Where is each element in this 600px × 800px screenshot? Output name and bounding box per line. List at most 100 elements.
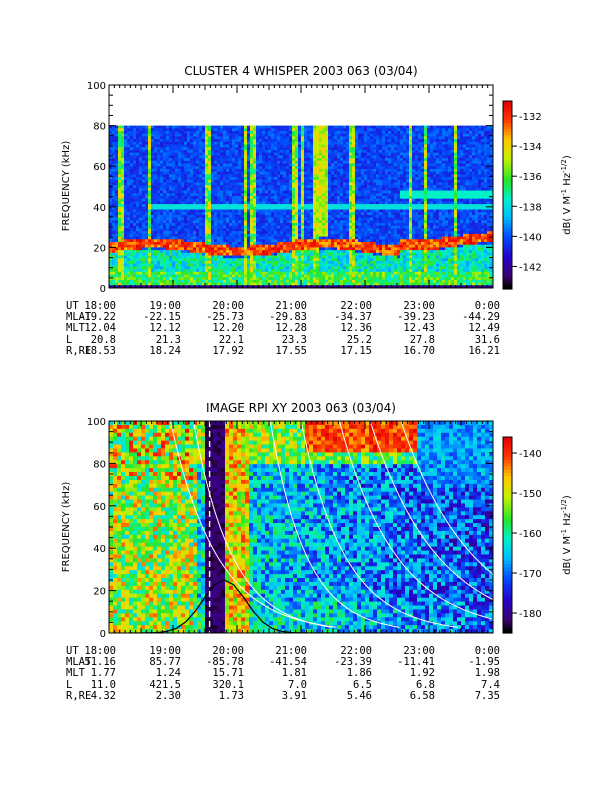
spectrogram-cell bbox=[358, 149, 362, 154]
spectrogram-cell bbox=[190, 133, 194, 137]
spectrogram-cell bbox=[193, 136, 197, 140]
spectrogram-cell bbox=[121, 250, 125, 254]
spectrogram-cell bbox=[274, 247, 278, 251]
spectrogram-cell bbox=[301, 190, 305, 194]
spectrogram-cell bbox=[208, 258, 212, 262]
spectrogram-cell bbox=[310, 217, 314, 221]
spectrogram-cell bbox=[304, 179, 308, 183]
spectrogram-cell bbox=[262, 277, 266, 281]
spectrogram-cell bbox=[223, 223, 227, 227]
spectrogram-cell bbox=[160, 125, 164, 129]
spectrogram-cell bbox=[127, 239, 131, 243]
spectrogram-cell bbox=[232, 250, 236, 254]
spectrogram-cell bbox=[193, 141, 197, 145]
spectrogram-cell bbox=[346, 179, 350, 183]
spectrogram-cell bbox=[334, 209, 338, 213]
spectrogram-cell bbox=[349, 214, 353, 219]
spectrogram-cell bbox=[322, 223, 326, 227]
spectrogram-cell bbox=[280, 279, 284, 283]
spectrogram-cell bbox=[184, 166, 188, 170]
spectrogram-cell bbox=[124, 274, 128, 278]
spectrogram-cell bbox=[229, 193, 233, 197]
spectrogram-cell bbox=[226, 233, 230, 237]
spectrogram-cell bbox=[310, 158, 314, 162]
spectrogram-cell bbox=[271, 282, 275, 286]
spectrogram-cell bbox=[121, 179, 125, 183]
spectrogram-cell bbox=[316, 220, 320, 224]
spectrogram-cell bbox=[139, 263, 143, 267]
spectrogram-cell bbox=[181, 269, 185, 273]
spectrogram-cell bbox=[259, 266, 263, 270]
spectrogram-cell bbox=[169, 260, 173, 265]
spectrogram-cell bbox=[268, 223, 272, 227]
spectrogram-cell bbox=[271, 250, 275, 254]
spectrogram-cell bbox=[238, 166, 242, 170]
spectrogram-cell bbox=[208, 195, 212, 200]
spectrogram-cell bbox=[130, 177, 134, 181]
spectrogram-cell bbox=[337, 185, 341, 189]
spectrogram-cell bbox=[220, 136, 224, 140]
spectrogram-cell bbox=[199, 231, 203, 235]
spectrogram-cell bbox=[145, 144, 149, 148]
spectrogram-cell bbox=[289, 255, 293, 259]
spectrogram-cell bbox=[115, 141, 119, 145]
spectrogram-cell bbox=[214, 163, 218, 167]
spectrogram-cell bbox=[118, 155, 122, 159]
spectrogram-cell bbox=[262, 271, 266, 275]
spectrogram-cell bbox=[214, 214, 218, 219]
spectrogram-cell bbox=[295, 217, 299, 221]
spectrogram-cell bbox=[286, 131, 290, 135]
spectrogram-cell bbox=[253, 133, 257, 137]
spectrogram-cell bbox=[286, 285, 290, 288]
spectrogram-cell bbox=[235, 139, 239, 143]
spectrogram-cell bbox=[337, 190, 341, 194]
spectrogram-cell bbox=[112, 195, 116, 200]
spectrogram-cell bbox=[310, 236, 314, 240]
spectrogram-cell bbox=[244, 217, 248, 221]
spectrogram-cell bbox=[250, 168, 254, 173]
spectrogram-cell bbox=[271, 271, 275, 275]
spectrogram-cell bbox=[217, 201, 221, 205]
spectrogram-cell bbox=[112, 285, 116, 288]
spectrogram-cell bbox=[181, 250, 185, 254]
spectrogram-cell bbox=[259, 244, 263, 248]
spectrogram-cell bbox=[178, 195, 182, 200]
spectrogram-cell bbox=[124, 144, 128, 148]
spectrogram-cell bbox=[220, 190, 224, 194]
spectrogram-cell bbox=[274, 171, 278, 175]
spectrogram-cell bbox=[262, 223, 266, 227]
spectrogram-cell bbox=[124, 128, 128, 132]
spectrogram-cell bbox=[238, 179, 242, 183]
spectrogram-cell bbox=[286, 220, 290, 224]
spectrogram-cell bbox=[295, 247, 299, 251]
spectrogram-cell bbox=[310, 206, 314, 210]
spectrogram-cell bbox=[139, 177, 143, 181]
spectrogram-cell bbox=[292, 160, 296, 164]
spectrogram-cell bbox=[169, 160, 173, 164]
spectrogram-cell bbox=[130, 204, 134, 208]
spectrogram-cell bbox=[154, 258, 158, 262]
spectrogram-cell bbox=[205, 279, 209, 283]
spectrogram-cell bbox=[235, 171, 239, 175]
spectrogram-cell bbox=[313, 260, 317, 265]
spectrogram-cell bbox=[109, 147, 113, 151]
spectrogram-cell bbox=[343, 269, 347, 273]
spectrogram-cell bbox=[262, 209, 266, 213]
spectrogram-cell bbox=[301, 209, 305, 213]
spectrogram-cell bbox=[172, 193, 176, 197]
spectrogram-cell bbox=[250, 163, 254, 167]
spectrogram-cell bbox=[187, 250, 191, 254]
spectrogram-cell bbox=[247, 166, 251, 170]
spectrogram-cell bbox=[304, 198, 308, 202]
spectrogram-cell bbox=[109, 212, 113, 216]
spectrogram-cell bbox=[226, 195, 230, 200]
spectrogram-cell bbox=[208, 136, 212, 140]
spectrogram-cell bbox=[133, 277, 137, 281]
spectrogram-cell bbox=[235, 190, 239, 194]
spectrogram-cell bbox=[280, 223, 284, 227]
spectrogram-cell bbox=[214, 252, 218, 256]
spectrogram-cell bbox=[220, 174, 224, 178]
spectrogram-cell bbox=[289, 158, 293, 162]
spectrogram-cell bbox=[163, 244, 167, 248]
spectrogram-cell bbox=[181, 271, 185, 275]
